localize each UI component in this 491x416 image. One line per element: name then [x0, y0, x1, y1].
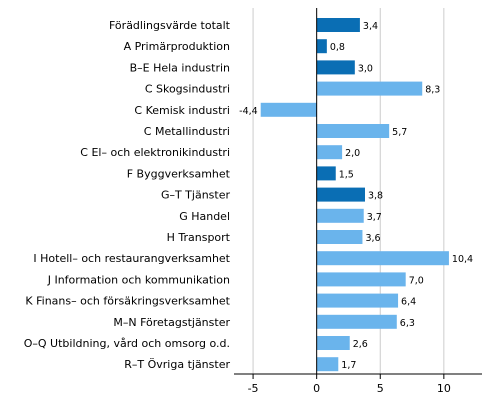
bar [316, 60, 355, 75]
x-tick-label: 5 [377, 382, 384, 395]
value-label: 3,8 [368, 191, 383, 202]
value-label: 1,5 [339, 169, 354, 180]
x-tick-label: -5 [248, 382, 259, 395]
category-label: G Handel [179, 210, 230, 223]
bar [316, 251, 449, 266]
category-label: C El– och elektronikindustri [80, 146, 230, 159]
category-label: Förädlingsvärde totalt [109, 19, 231, 32]
value-label: 2,6 [353, 339, 368, 350]
category-label: G–T Tjänster [161, 189, 231, 202]
value-label: 1,7 [341, 360, 356, 371]
value-label: 8,3 [425, 85, 440, 96]
value-label: 3,4 [363, 21, 378, 32]
value-label: 3,6 [365, 233, 380, 244]
category-label: C Metallindustri [144, 125, 230, 138]
bar [316, 124, 390, 138]
bar [316, 145, 343, 160]
bar [316, 357, 339, 372]
bar [316, 81, 423, 96]
category-label: R–T Övriga tjänster [124, 358, 230, 371]
value-label: 10,4 [452, 254, 473, 265]
value-label: 0,8 [330, 42, 345, 53]
value-label: 3,0 [358, 63, 373, 74]
category-label: J Information och kommunikation [47, 273, 230, 286]
value-label: 6,4 [401, 297, 416, 308]
value-label: 6,3 [400, 318, 415, 329]
bar [316, 39, 327, 54]
category-label: A Primärproduktion [124, 40, 230, 53]
bar [316, 293, 399, 308]
value-label: 7,0 [409, 275, 424, 286]
category-label: I Hotell– och restaurangverksamhet [33, 252, 230, 265]
value-label: -4,4 [239, 106, 258, 117]
bar [316, 208, 364, 223]
category-label: C Skogsindustri [145, 83, 230, 96]
bar [316, 18, 360, 32]
bar [316, 272, 406, 287]
category-label: H Transport [167, 231, 231, 244]
bar [316, 166, 336, 181]
category-label: K Finans– och försäkringsverksamhet [25, 295, 230, 308]
bar [316, 187, 365, 202]
bar [316, 230, 363, 244]
category-label: M–N Företagstjänster [113, 316, 230, 329]
x-tick-label: 0 [313, 382, 320, 395]
category-label: F Byggverksamhet [127, 167, 231, 180]
x-tick-label: 10 [437, 382, 451, 395]
bar [260, 102, 317, 117]
value-label: 2,0 [345, 148, 360, 159]
category-label: O–Q Utbildning, vård och omsorg o.d. [24, 337, 230, 350]
bar [316, 336, 350, 350]
category-label: B–E Hela industrin [130, 61, 230, 74]
bar [316, 314, 397, 329]
value-label: 3,7 [367, 212, 382, 223]
category-label: C Kemisk industri [134, 104, 230, 117]
value-label: 5,7 [392, 127, 407, 138]
